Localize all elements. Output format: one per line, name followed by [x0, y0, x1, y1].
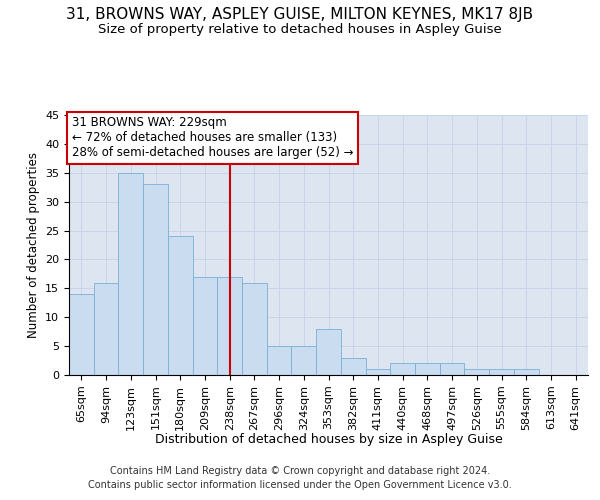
Text: 31, BROWNS WAY, ASPLEY GUISE, MILTON KEYNES, MK17 8JB: 31, BROWNS WAY, ASPLEY GUISE, MILTON KEY…: [67, 8, 533, 22]
Bar: [267, 346, 292, 375]
Text: Size of property relative to detached houses in Aspley Guise: Size of property relative to detached ho…: [98, 22, 502, 36]
Text: Contains public sector information licensed under the Open Government Licence v3: Contains public sector information licen…: [88, 480, 512, 490]
Bar: [514, 369, 539, 375]
Bar: [440, 364, 464, 375]
Bar: [242, 282, 267, 375]
Bar: [464, 369, 489, 375]
Bar: [193, 277, 217, 375]
Bar: [118, 173, 143, 375]
Bar: [365, 369, 390, 375]
Bar: [69, 294, 94, 375]
Bar: [390, 364, 415, 375]
Bar: [341, 358, 365, 375]
Bar: [489, 369, 514, 375]
Bar: [94, 282, 118, 375]
Y-axis label: Number of detached properties: Number of detached properties: [26, 152, 40, 338]
Bar: [143, 184, 168, 375]
Bar: [168, 236, 193, 375]
Bar: [217, 277, 242, 375]
Bar: [415, 364, 440, 375]
Bar: [316, 329, 341, 375]
Bar: [292, 346, 316, 375]
Text: 31 BROWNS WAY: 229sqm
← 72% of detached houses are smaller (133)
28% of semi-det: 31 BROWNS WAY: 229sqm ← 72% of detached …: [71, 116, 353, 160]
Text: Distribution of detached houses by size in Aspley Guise: Distribution of detached houses by size …: [155, 432, 503, 446]
Text: Contains HM Land Registry data © Crown copyright and database right 2024.: Contains HM Land Registry data © Crown c…: [110, 466, 490, 476]
